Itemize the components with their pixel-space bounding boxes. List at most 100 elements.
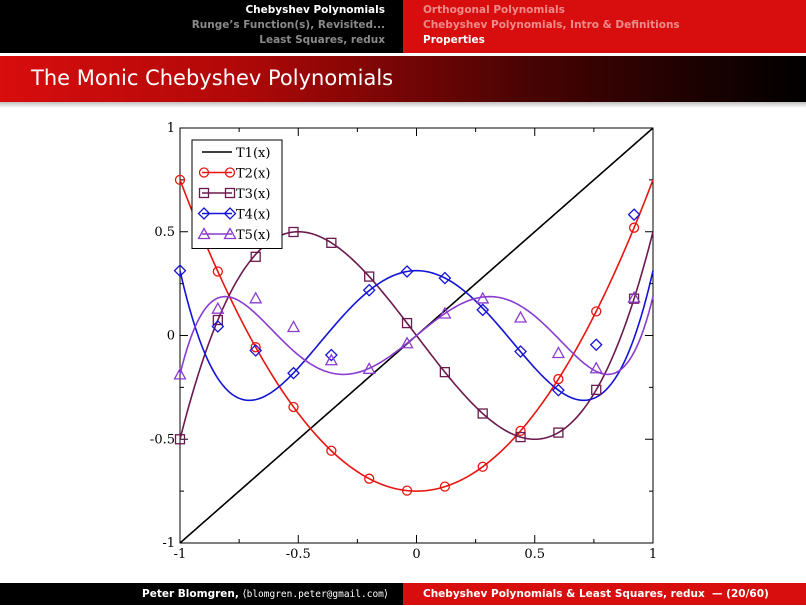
data-point-t2x xyxy=(212,266,223,277)
data-point-t2x xyxy=(401,485,413,496)
data-point-t2x xyxy=(628,222,640,233)
header-bar: Chebyshev Polynomials Runge’s Function(s… xyxy=(0,0,806,53)
nav-section-item[interactable]: Chebyshev Polynomials xyxy=(245,4,385,16)
legend-marker xyxy=(197,207,211,220)
data-point-t4x xyxy=(476,303,490,317)
nav-subsection-item[interactable]: Orthogonal Polynomials xyxy=(423,4,565,16)
data-point-t4x xyxy=(551,383,565,397)
data-point-t2x xyxy=(364,473,375,484)
email-close-bracket: ⟩ xyxy=(383,588,388,600)
data-point-t4x xyxy=(173,264,187,278)
nav-subsection-item[interactable]: Chebyshev Polynomials, Intro & Definitio… xyxy=(423,19,680,31)
y-tick-label: -1 xyxy=(162,536,175,551)
legend-label: T3(x) xyxy=(236,187,270,202)
data-point-t2x xyxy=(591,306,602,317)
data-point-t2x xyxy=(288,401,299,413)
data-point-t2x xyxy=(553,373,564,385)
legend-marker xyxy=(197,227,211,240)
author-name: Peter Blomgren, xyxy=(142,588,239,600)
data-point-t3x xyxy=(250,251,261,262)
data-point-t5x xyxy=(173,367,187,380)
data-point-t5x xyxy=(211,301,225,314)
nav-section-item[interactable]: Runge’s Function(s), Revisited... xyxy=(191,19,385,31)
x-tick-label: 0 xyxy=(412,547,420,562)
data-point-t4x xyxy=(400,265,414,278)
legend-label: T1(x) xyxy=(236,146,270,161)
data-point-t4x xyxy=(362,283,376,297)
legend: T1(x) T2(x) T3(x) T4(x) T5(x) xyxy=(191,139,283,249)
data-point-t4x xyxy=(211,320,225,333)
data-point-t3x xyxy=(288,226,299,238)
legend-label: T4(x) xyxy=(236,208,270,223)
data-point-t3x xyxy=(591,384,602,396)
footer-author: Peter Blomgren, ⟨blomgren.peter@gmail.co… xyxy=(0,583,403,605)
data-point-t4x xyxy=(324,348,338,362)
series-line-t5x xyxy=(179,295,654,376)
data-point-t5x xyxy=(551,346,565,359)
data-point-t4x xyxy=(249,344,263,357)
footer-bar: Peter Blomgren, ⟨blomgren.peter@gmail.co… xyxy=(0,583,806,605)
y-tick-label: 0 xyxy=(167,329,175,344)
nav-subsection-item[interactable]: Properties xyxy=(423,34,485,46)
page-number: — (20/60) xyxy=(712,588,769,600)
footer-talk-title: Chebyshev Polynomials & Least Squares, r… xyxy=(423,588,705,600)
y-tick-label: 0.5 xyxy=(154,225,175,240)
data-point-t3x xyxy=(401,317,413,329)
data-point-t5x xyxy=(627,290,641,303)
email-open-bracket: ⟨ xyxy=(242,588,247,600)
data-point-t3x xyxy=(553,427,564,438)
legend-marker xyxy=(223,227,237,240)
data-point-t2x xyxy=(515,425,526,437)
nav-section-item[interactable]: Least Squares, redux xyxy=(259,34,385,46)
data-point-t4x xyxy=(514,345,527,358)
markers-layer xyxy=(173,174,641,496)
author-email[interactable]: blomgren.peter@gmail.com xyxy=(246,589,384,600)
data-point-t5x xyxy=(249,291,263,304)
data-point-t2x xyxy=(250,342,261,353)
data-point-t3x xyxy=(515,431,526,443)
data-point-t3x xyxy=(174,434,186,445)
legend-box xyxy=(191,139,283,249)
x-tick-label: 0.5 xyxy=(524,547,545,562)
data-point-t5x xyxy=(513,310,528,323)
footer-title: Chebyshev Polynomials & Least Squares, r… xyxy=(403,583,806,605)
data-point-t5x xyxy=(324,353,338,366)
data-point-t3x xyxy=(477,408,488,419)
data-point-t3x xyxy=(212,314,223,326)
title-shadow xyxy=(0,102,806,108)
legend-marker xyxy=(223,207,237,220)
data-point-t4x xyxy=(438,271,452,285)
data-point-t2x xyxy=(326,445,337,456)
data-point-t3x xyxy=(439,366,451,378)
data-point-t2x xyxy=(477,461,488,472)
x-tick-label: 1 xyxy=(649,547,657,562)
data-point-t2x xyxy=(174,174,186,186)
data-point-t4x xyxy=(287,366,300,380)
data-point-t3x xyxy=(628,293,640,304)
data-point-t5x xyxy=(476,291,490,304)
legend-marker xyxy=(198,167,210,178)
chebyshev-chart: -1 -0.5 0 0.5 1 -1 -0.5 0 0.5 1 T1(x) T2(x) T3(x) T4… xyxy=(150,121,657,562)
slide-title: The Monic Chebyshev Polynomials xyxy=(0,56,806,102)
section-nav: Chebyshev Polynomials Runge’s Function(s… xyxy=(0,0,403,53)
subsection-nav: Orthogonal Polynomials Chebyshev Polynom… xyxy=(403,0,806,53)
data-point-t2x xyxy=(439,481,451,492)
data-point-t5x xyxy=(438,306,452,319)
legend-label: T5(x) xyxy=(236,228,270,243)
legend-label: T2(x) xyxy=(236,167,270,182)
plot-frame: -1 -0.5 0 0.5 1 -1 -0.5 0 0.5 1 xyxy=(150,121,657,562)
data-point-t4x xyxy=(589,338,603,352)
x-tick-label: -0.5 xyxy=(286,547,311,562)
y-tick-label: -0.5 xyxy=(150,432,175,447)
legend-marker xyxy=(198,187,210,199)
data-point-t3x xyxy=(326,237,337,248)
x-tick-label: -1 xyxy=(174,547,187,562)
series-line-t4x xyxy=(179,269,654,402)
data-point-t5x xyxy=(589,361,603,374)
data-point-t3x xyxy=(364,271,375,282)
legend-marker xyxy=(224,167,236,178)
data-point-t5x xyxy=(286,320,301,333)
data-point-t5x xyxy=(362,361,376,374)
data-point-t5x xyxy=(400,336,414,349)
y-tick-label: 1 xyxy=(167,121,175,136)
